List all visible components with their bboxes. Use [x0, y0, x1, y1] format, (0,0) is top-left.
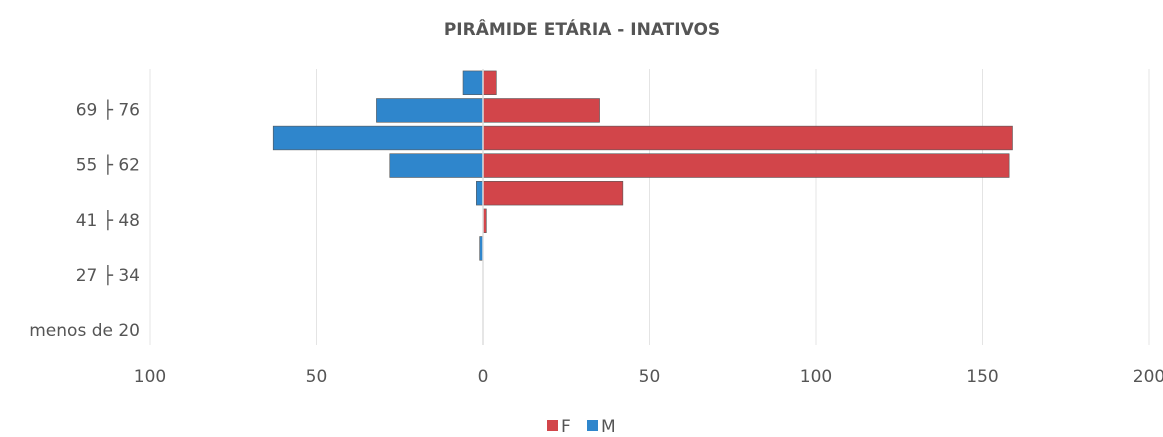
- bar: [376, 98, 484, 123]
- x-tick-label: 50: [306, 367, 328, 387]
- chart-title: PIRÂMIDE ETÁRIA - INATIVOS: [444, 18, 720, 40]
- bar: [482, 98, 600, 123]
- legend-swatch: [587, 420, 598, 431]
- bar: [389, 153, 484, 178]
- x-tick-label: 150: [966, 367, 998, 387]
- bar: [482, 125, 1013, 151]
- y-tick-label: 55 ├ 62: [76, 155, 140, 176]
- bar: [482, 70, 497, 95]
- y-tick-label: 27 ├ 34: [76, 265, 140, 286]
- legend-label: M: [601, 417, 616, 437]
- x-tick-label: 0: [478, 367, 489, 387]
- bar: [482, 181, 624, 206]
- legend-label: F: [561, 417, 571, 437]
- legend-swatch: [547, 420, 558, 431]
- x-tick-label: 200: [1133, 367, 1163, 387]
- x-tick-label: 100: [134, 367, 166, 387]
- y-tick-label: 69 ├ 76: [76, 99, 140, 120]
- y-tick-label: 41 ├ 48: [76, 210, 140, 231]
- y-tick-label: menos de 20: [29, 321, 140, 341]
- bar: [482, 153, 1010, 178]
- bar: [272, 125, 484, 151]
- x-tick-label: 100: [800, 367, 832, 387]
- x-tick-label: 50: [639, 367, 661, 387]
- bar: [476, 181, 484, 206]
- bar: [462, 70, 484, 95]
